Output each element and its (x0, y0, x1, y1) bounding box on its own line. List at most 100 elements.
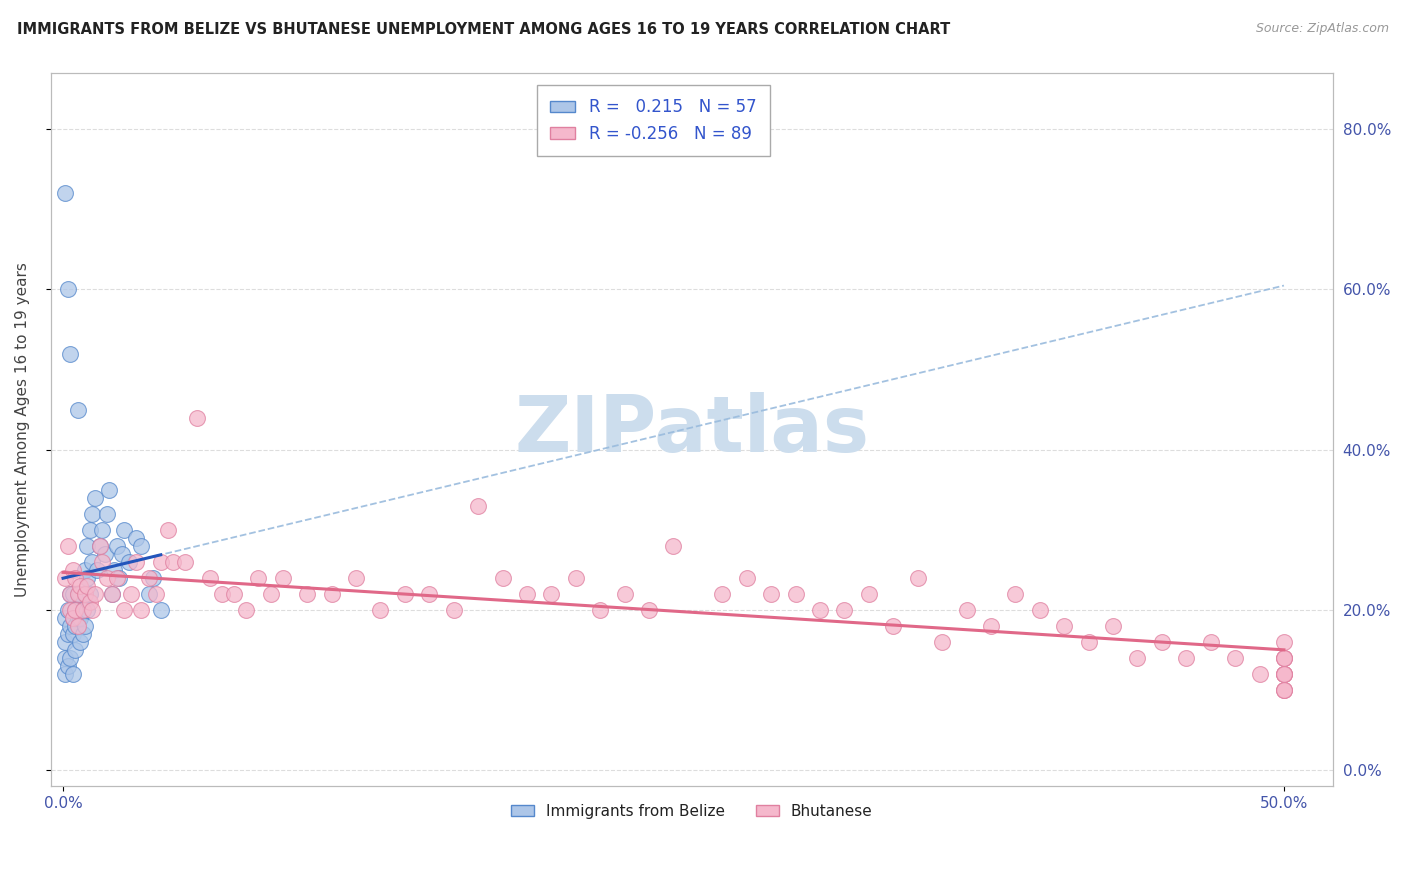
Point (516, 587, 538, 601)
Point (72, 603, 94, 617)
Point (759, 587, 782, 601)
Point (149, 603, 172, 617)
Point (73, 563, 96, 577)
Text: ZIPatlas: ZIPatlas (515, 392, 869, 467)
Point (1272, 683, 1295, 698)
Point (955, 603, 977, 617)
Point (59, 619, 82, 633)
Point (55, 667, 77, 681)
Point (1272, 635, 1295, 649)
Point (55, 571, 77, 585)
Point (98, 483, 121, 497)
Point (59, 587, 82, 601)
Point (344, 571, 367, 585)
Point (443, 603, 465, 617)
Point (69, 611, 91, 625)
Point (55, 651, 77, 665)
Point (76, 579, 98, 593)
Point (145, 587, 167, 601)
Point (491, 571, 513, 585)
Point (105, 539, 128, 553)
Point (235, 603, 257, 617)
Point (1272, 683, 1295, 698)
Point (120, 587, 142, 601)
Point (69, 587, 91, 601)
Point (62, 611, 84, 625)
Point (62, 627, 84, 641)
Point (56, 282, 79, 296)
Point (108, 571, 131, 585)
Point (271, 571, 294, 585)
Point (980, 619, 1002, 633)
Point (62, 611, 84, 625)
Point (59, 587, 82, 601)
Point (247, 571, 270, 585)
Point (162, 555, 184, 569)
Point (91, 523, 114, 537)
Point (174, 555, 197, 569)
Point (1272, 667, 1295, 681)
Point (55, 635, 77, 649)
Point (638, 603, 661, 617)
Point (1272, 683, 1295, 698)
Point (62, 563, 84, 577)
Point (125, 531, 148, 545)
Point (907, 571, 929, 585)
Point (65, 603, 87, 617)
Point (834, 603, 856, 617)
Point (76, 603, 98, 617)
Point (101, 587, 124, 601)
Point (858, 587, 880, 601)
Point (59, 603, 82, 617)
Point (394, 587, 416, 601)
Point (1126, 651, 1149, 665)
Point (59, 651, 82, 665)
Point (418, 587, 440, 601)
Point (662, 539, 685, 553)
Point (86, 563, 108, 577)
Point (259, 587, 281, 601)
Point (1175, 651, 1198, 665)
Point (83, 587, 105, 601)
Point (73, 619, 96, 633)
Point (211, 587, 233, 601)
Point (711, 587, 734, 601)
Point (1272, 651, 1295, 665)
Point (297, 587, 319, 601)
Point (82, 555, 104, 569)
Point (56, 539, 79, 553)
Point (65, 643, 87, 657)
Point (96, 507, 118, 521)
Point (56, 627, 79, 641)
Point (65, 571, 87, 585)
Point (321, 587, 343, 601)
Point (66, 402, 89, 417)
Point (1272, 651, 1295, 665)
Point (112, 603, 135, 617)
Point (138, 571, 160, 585)
Point (103, 563, 125, 577)
Point (129, 603, 152, 617)
Point (467, 499, 489, 513)
Point (82, 603, 104, 617)
Point (1272, 667, 1295, 681)
Point (65, 619, 87, 633)
Point (142, 571, 165, 585)
Point (1199, 635, 1222, 649)
Point (157, 523, 180, 537)
Point (96, 571, 118, 585)
Point (1053, 619, 1076, 633)
Point (73, 587, 96, 601)
Text: IMMIGRANTS FROM BELIZE VS BHUTANESE UNEMPLOYMENT AMONG AGES 16 TO 19 YEARS CORRE: IMMIGRANTS FROM BELIZE VS BHUTANESE UNEM… (17, 22, 950, 37)
Point (1102, 619, 1125, 633)
Point (62, 587, 84, 601)
Point (149, 555, 172, 569)
Point (112, 523, 135, 537)
Point (83, 491, 105, 505)
Point (785, 587, 807, 601)
Point (589, 603, 612, 617)
Point (931, 635, 953, 649)
Point (735, 571, 758, 585)
Point (56, 659, 79, 673)
Point (1249, 667, 1271, 681)
